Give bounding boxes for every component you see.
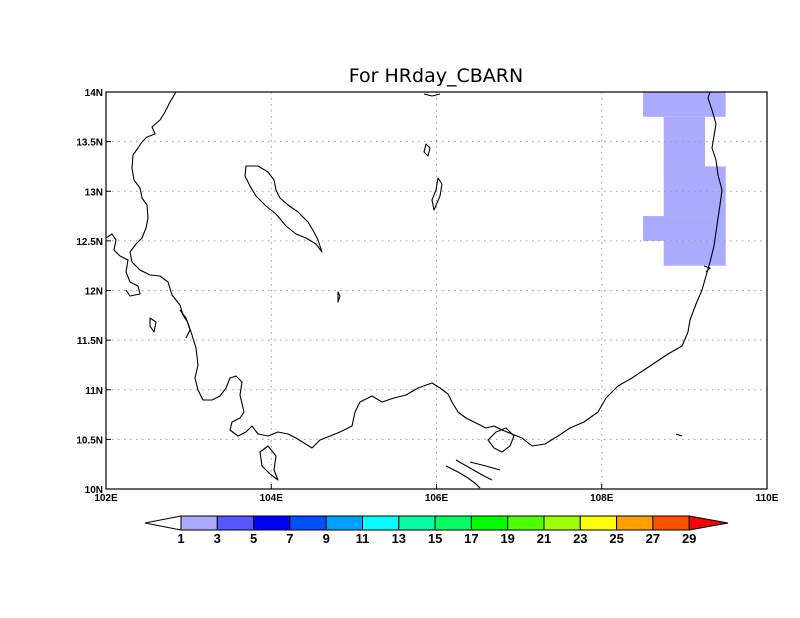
coastline-edge — [105, 233, 141, 297]
colorbar-box-6 — [398, 515, 436, 531]
lon-tick-label-1: 104E — [260, 493, 284, 504]
colorbar: 1 3 5 7 9 11 13 15 17 19 21 23 25 27 29 — [144, 515, 729, 546]
shaded-region — [643, 92, 726, 266]
colorbar-box-9 — [507, 515, 545, 531]
colorbar-box-7 — [434, 515, 472, 531]
colorbar-box-2 — [253, 515, 291, 531]
colorbar-label-10: 21 — [537, 531, 551, 546]
small-island-6 — [675, 433, 683, 437]
lat-tick-label-1: 10.5N — [76, 435, 103, 446]
colorbar-label-8: 17 — [464, 531, 478, 546]
colorbar-label-4: 9 — [323, 531, 330, 546]
colorbar-box-11 — [579, 515, 618, 531]
tonle-sap-lake — [244, 165, 323, 253]
shaded-cell-1 — [663, 116, 706, 167]
shaded-cell-0 — [643, 92, 726, 117]
colorbar-label-9: 19 — [500, 531, 514, 546]
colorbar-label-3: 7 — [286, 531, 293, 546]
lat-tick-label-5: 12.5N — [76, 237, 103, 248]
lat-tick-label-2: 11N — [85, 386, 103, 397]
shaded-cell-4 — [663, 240, 726, 266]
small-island-3 — [337, 291, 341, 303]
colorbar-right-arrow — [688, 515, 729, 531]
colorbar-box-4 — [325, 515, 364, 531]
lat-tick-label-6: 13N — [85, 187, 103, 198]
lon-ticks: 102E 104E 106E 108E 110E — [94, 484, 779, 504]
colorbar-box-1 — [216, 515, 255, 531]
colorbar-left-arrow — [144, 515, 182, 531]
small-island-2 — [431, 177, 443, 211]
colorbar-box-10 — [543, 515, 581, 531]
colorbar-label-0: 1 — [177, 531, 184, 546]
shaded-cell-3 — [643, 216, 726, 241]
small-island-5 — [179, 309, 191, 339]
colorbar-label-2: 5 — [250, 531, 257, 546]
coastline — [105, 91, 723, 489]
colorbar-label-12: 25 — [609, 531, 623, 546]
small-island-1 — [423, 143, 431, 157]
colorbar-label-11: 23 — [573, 531, 587, 546]
small-island-4 — [149, 317, 157, 333]
colorbar-box-5 — [362, 515, 400, 531]
lat-tick-label-0: 10N — [85, 485, 103, 496]
colorbar-box-3 — [289, 515, 327, 531]
lat-ticks: 10N 10.5N 11N 11.5N 12N 12.5N 13N 13.5N 14N — [76, 88, 111, 496]
lon-tick-label-2: 106E — [425, 493, 449, 504]
colorbar-box-13 — [652, 515, 690, 531]
lat-tick-label-7: 13.5N — [76, 138, 103, 149]
colorbar-label-1: 3 — [214, 531, 221, 546]
small-island-7 — [423, 93, 441, 97]
map-title: For HRday_CBARN — [349, 65, 523, 87]
colorbar-box-8 — [470, 515, 509, 531]
colorbar-box-0 — [180, 515, 218, 531]
map-gridlines — [106, 92, 767, 489]
colorbar-label-6: 13 — [392, 531, 406, 546]
colorbar-label-13: 27 — [646, 531, 660, 546]
lat-tick-label-3: 11.5N — [77, 336, 103, 347]
delta-islands — [259, 427, 515, 489]
colorbar-label-5: 11 — [356, 531, 370, 546]
colorbar-label-7: 15 — [428, 531, 442, 546]
colorbar-box-12 — [616, 515, 654, 531]
colorbar-label-14: 29 — [682, 531, 696, 546]
coastline-west — [129, 91, 723, 449]
small-island-8 — [703, 265, 711, 273]
lon-tick-label-4: 110E — [756, 493, 779, 504]
lat-tick-label-8: 14N — [85, 88, 103, 99]
lat-tick-label-4: 12N — [85, 287, 103, 298]
lon-tick-label-3: 108E — [590, 493, 614, 504]
lon-tick-label-0: 102E — [94, 493, 118, 504]
